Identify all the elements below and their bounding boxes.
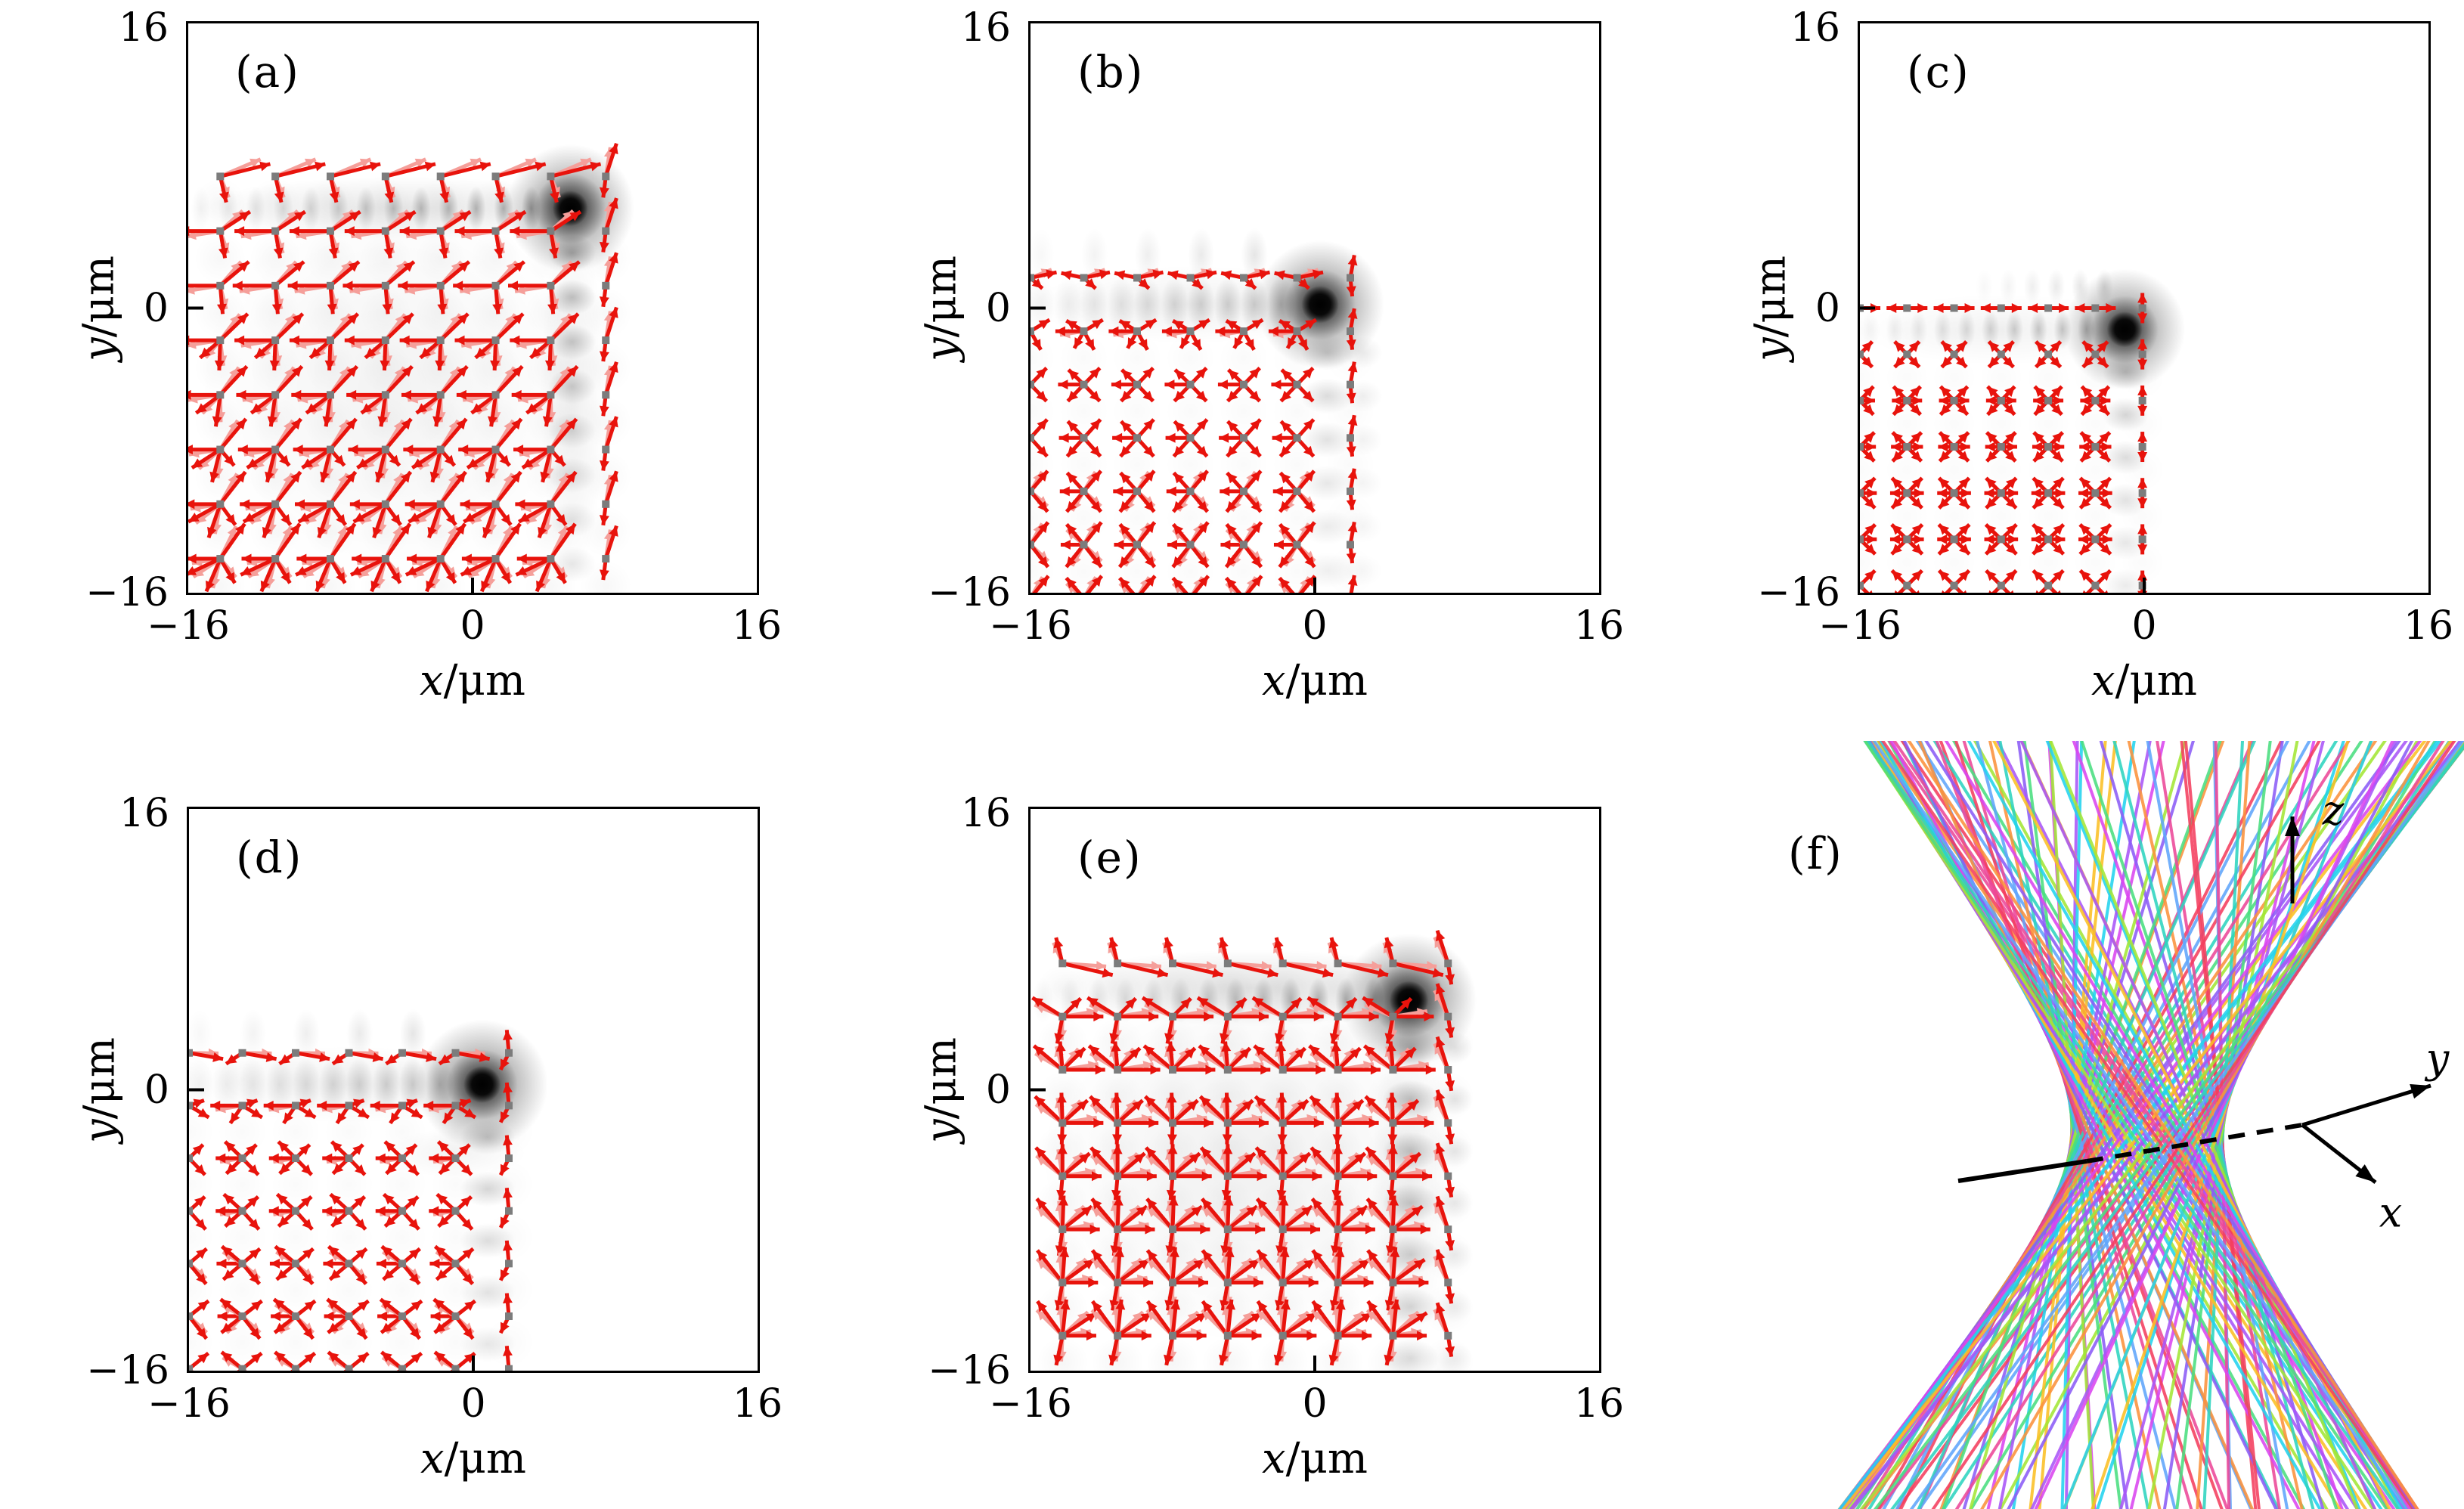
quiver-density-plot-a (188, 143, 634, 593)
x-tick-zero: 0 (1302, 1381, 1328, 1427)
y-tick-bottom: −16 (928, 1348, 1011, 1393)
panel-letter-d: (d) (236, 832, 303, 883)
x-axis-variable: x (1262, 656, 1286, 705)
y-axis-title: y/μm (1746, 255, 1796, 361)
panel-f: (f) z y x (1663, 741, 2464, 1509)
y-tick-top: 16 (1790, 5, 1840, 51)
panel-letter-b: (b) (1077, 46, 1145, 98)
x-tick-left: −16 (147, 1381, 231, 1427)
y-tick-zero: 0 (985, 1067, 1011, 1113)
x-axis-variable: x (420, 656, 444, 705)
y-axis-variable: y (75, 1118, 125, 1143)
y-tick-zero: 0 (1815, 285, 1840, 331)
y-tick-bottom: −16 (85, 570, 169, 615)
x-tick-left: −16 (1818, 603, 1901, 649)
x-tick-zero: 0 (2131, 603, 2157, 649)
panel-c: (c) 16 0 −16 −16 0 16 x/μm y/μm (1746, 5, 2454, 705)
panel-letter-a: (a) (235, 46, 300, 98)
y-axis-unit: /μm (75, 1036, 125, 1119)
y-axis-unit: /μm (74, 255, 124, 337)
y-tick-top: 16 (118, 5, 169, 51)
x-tick-left: −16 (147, 603, 230, 649)
y-axis-unit: /μm (916, 1036, 966, 1119)
panel-letter-c: (c) (1907, 46, 1970, 98)
x-tick-right: 16 (731, 603, 783, 649)
x-tick-left: −16 (989, 603, 1072, 649)
y-tick-top: 16 (960, 791, 1011, 836)
ray-bundle-3d-plot (1837, 741, 2464, 1509)
y-tick-zero: 0 (144, 1067, 169, 1113)
panel-d: (d) 16 0 −16 −16 0 16 x/μm y/μm (76, 791, 783, 1483)
x-tick-right: 16 (1573, 1381, 1625, 1427)
x-axis-title: x/μm (420, 1434, 526, 1483)
y-axis-title: y/μm (76, 1036, 125, 1142)
y-axis-variable: y (916, 1118, 966, 1143)
x-axis-title: x/μm (420, 656, 525, 705)
x-axis-variable: x (420, 1434, 445, 1483)
x-axis-unit: /μm (443, 656, 525, 705)
y-tick-zero: 0 (143, 285, 169, 331)
panel-a: (a) 16 0 −16 −16 0 16 x/μm y/μm (75, 5, 783, 705)
x-axis-unit: /μm (2115, 656, 2197, 705)
y-axis-label: y (2425, 1034, 2450, 1083)
quiver-density-plot-c (1860, 268, 2186, 593)
x-tick-zero: 0 (460, 1381, 486, 1427)
panel-b: (b) 16 0 −16 −16 0 16 x/μm y/μm (917, 5, 1625, 705)
x-axis-unit: /μm (1285, 1434, 1368, 1483)
x-tick-left: −16 (989, 1381, 1072, 1427)
panel-e: (e) 16 0 −16 −16 0 16 x/μm y/μm (917, 791, 1625, 1483)
z-axis-label: z (2322, 786, 2345, 835)
x-axis-unit: /μm (444, 1434, 526, 1483)
x-tick-right: 16 (2403, 603, 2454, 649)
x-tick-right: 16 (732, 1381, 783, 1427)
y-axis-title: y/μm (75, 255, 124, 361)
y-axis-title: y/μm (917, 255, 966, 361)
x-tick-zero: 0 (460, 603, 485, 649)
x-axis-variable: x (1262, 1434, 1286, 1483)
y-axis-variable: y (74, 336, 124, 361)
y-tick-top: 16 (119, 791, 169, 836)
y-tick-bottom: −16 (928, 570, 1011, 615)
quiver-density-plot-b (1031, 228, 1384, 593)
y-tick-bottom: −16 (86, 1348, 169, 1393)
y-axis-unit: /μm (916, 255, 966, 337)
panel-letter-f: (f) (1788, 828, 1843, 879)
quiver-density-plot-d (189, 1009, 548, 1371)
quiver-density-plot-e (1031, 929, 1477, 1371)
y-axis-variable: y (1746, 336, 1796, 361)
y-axis-title: y/μm (917, 1036, 966, 1142)
y-tick-bottom: −16 (1757, 570, 1840, 615)
x-axis-title: x/μm (1262, 656, 1368, 705)
x-tick-zero: 0 (1302, 603, 1328, 649)
x-axis-title: x/μm (1262, 1434, 1368, 1483)
x-tick-right: 16 (1573, 603, 1625, 649)
x-axis-unit: /μm (1285, 656, 1368, 705)
y-tick-zero: 0 (985, 285, 1011, 331)
x-axis-title: x/μm (2091, 656, 2197, 705)
y-tick-top: 16 (960, 5, 1011, 51)
y-axis-variable: y (916, 336, 966, 361)
y-axis-unit: /μm (1746, 255, 1796, 337)
x-axis-label: x (2379, 1188, 2403, 1237)
x-axis-variable: x (2091, 656, 2115, 705)
panel-letter-e: (e) (1077, 832, 1142, 883)
